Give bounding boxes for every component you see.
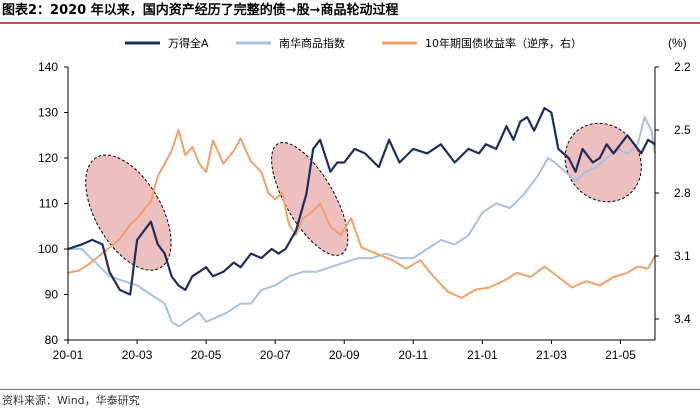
left-tick-label: 130 (38, 106, 58, 120)
right-axis-ticks: 2.2 2.5 2.8 3.1 3.4 (655, 60, 691, 326)
left-tick-label: 110 (39, 197, 58, 211)
legend-label-wind-a: 万得全A (168, 36, 209, 50)
x-tick-label: 21-03 (536, 348, 567, 362)
right-tick-label: 3.4 (674, 312, 691, 326)
x-tick-label: 20-01 (53, 348, 84, 362)
x-tick-label: 20-05 (191, 348, 222, 362)
title-divider (0, 22, 700, 24)
right-axis-unit: (%) (668, 36, 687, 50)
left-axis-ticks: 80 90 100 110 120 130 140 (38, 60, 68, 347)
legend-item-nanhua: 南华商品指数 (236, 36, 345, 50)
legend-item-yield: 10年期国债收益率（逆序，右） (382, 36, 582, 50)
left-tick-label: 90 (45, 288, 59, 302)
right-tick-label: 2.8 (674, 186, 691, 200)
source-note: 资料来源：Wind，华泰研究 (2, 394, 140, 407)
series-line-yield (67, 129, 656, 299)
legend-label-yield: 10年期国债收益率（逆序，右） (425, 36, 582, 50)
x-tick-label: 20-07 (260, 348, 291, 362)
x-axis-ticks: 20-01 20-03 20-05 20-07 20-09 20-11 21-01 21-03… (53, 340, 636, 362)
chart-title: 图表2：2020 年以来，国内资产经历了完整的债➞股➞商品轮动过程 (2, 3, 399, 18)
right-tick-label: 3.1 (674, 249, 691, 263)
series-line-nanhua (68, 116, 656, 328)
right-tick-label: 2.5 (674, 123, 691, 137)
series-layer (67, 106, 656, 328)
x-tick-label: 21-05 (605, 348, 636, 362)
left-tick-label: 140 (38, 60, 58, 74)
left-tick-label: 120 (38, 151, 58, 165)
x-tick-label: 21-01 (467, 348, 498, 362)
right-tick-label: 2.2 (674, 60, 691, 74)
x-tick-label: 20-11 (398, 348, 428, 362)
x-tick-label: 20-09 (329, 348, 360, 362)
legend-item-wind-a: 万得全A (125, 36, 209, 50)
legend: 万得全A 南华商品指数 10年期国债收益率（逆序，右） (125, 36, 582, 50)
left-tick-label: 100 (38, 242, 58, 256)
legend-label-nanhua: 南华商品指数 (279, 36, 345, 50)
left-tick-label: 80 (45, 333, 59, 347)
highlight-ellipse-3 (564, 122, 642, 203)
highlight-ellipse-1 (85, 154, 172, 271)
source-divider (0, 389, 700, 390)
highlight-ellipse-2 (271, 141, 349, 256)
series-line-wind-a (67, 106, 656, 296)
x-tick-label: 20-03 (122, 348, 153, 362)
